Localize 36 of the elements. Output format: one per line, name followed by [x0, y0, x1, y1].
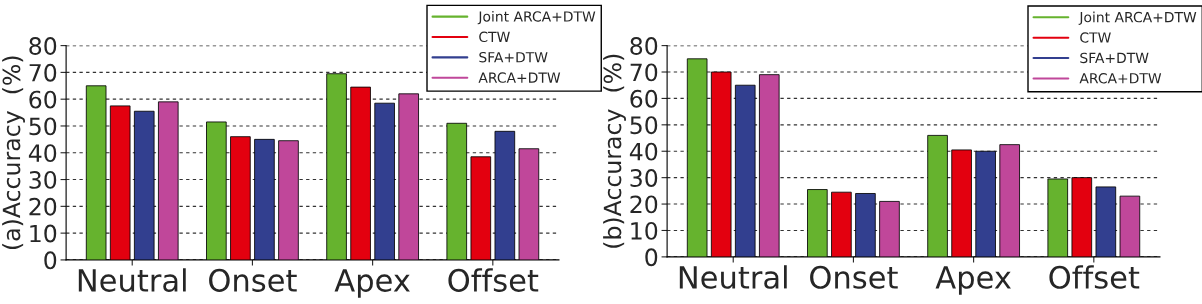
y-tick-label: 20 [630, 195, 658, 214]
x-tick-label: Apex [334, 269, 410, 298]
y-tick-label: 80 [630, 37, 658, 55]
y-tick-label: 70 [630, 63, 658, 82]
y-tick-label: 10 [30, 224, 57, 243]
y-tick-label: 0 [44, 251, 57, 270]
y-axis-title: (a)Accuracy (%) [2, 56, 25, 250]
y-tick-label: 80 [29, 37, 57, 55]
legend-label: ARCA+DTW [478, 72, 561, 83]
x-tick-label: Offset [448, 268, 539, 292]
y-tick-label: 50 [29, 117, 57, 136]
y-tick-label: 40 [28, 144, 57, 163]
y-tick-label: 0 [645, 248, 658, 267]
y-tick-label: 40 [629, 142, 658, 161]
x-tick-label: Apex [935, 266, 1011, 295]
x-tick-label: Onset [810, 265, 898, 289]
legend-label: ARCA+DTW [1079, 73, 1162, 84]
legend-label: Joint ARCA+DTW [1078, 11, 1197, 25]
y-tick-label: 30 [630, 169, 658, 187]
x-tick-label: Neutral [78, 268, 186, 292]
legend-label: CTW [1080, 32, 1111, 43]
legend-label: SFA+DTW [1080, 52, 1149, 64]
y-tick-label: 20 [29, 197, 57, 216]
legend-label: Joint ARCA+DTW [477, 10, 596, 25]
legend-label: CTW [479, 31, 510, 43]
y-tick-label: 30 [29, 171, 57, 189]
y-tick-label: 60 [29, 90, 57, 109]
x-tick-label: Onset [209, 268, 297, 292]
legend-label: SFA+DTW [479, 51, 548, 63]
y-axis-title: (b)Accuracy (%) [603, 54, 626, 248]
x-tick-label: Neutral [679, 265, 787, 289]
y-tick-label: 50 [630, 116, 658, 135]
y-tick-label: 70 [29, 63, 57, 82]
y-tick-label: 10 [631, 221, 658, 240]
y-tick-label: 60 [630, 89, 658, 108]
x-tick-label: Offset [1049, 265, 1140, 289]
